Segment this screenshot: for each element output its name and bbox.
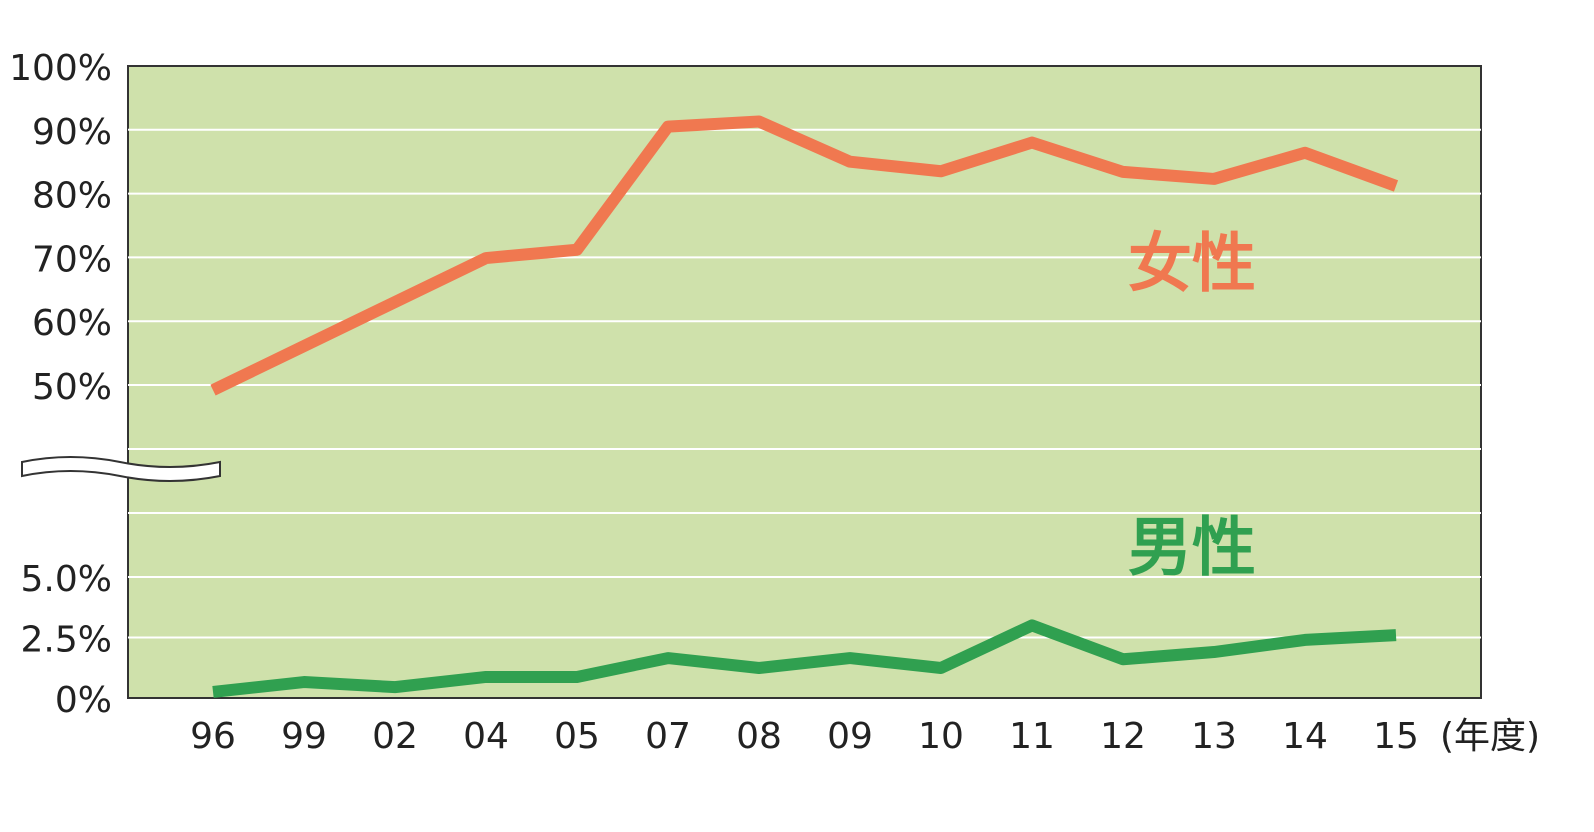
y-tick-label: 80% <box>32 176 112 217</box>
x-tick-label: 14 <box>1282 716 1328 757</box>
x-tick-label: 02 <box>372 716 418 757</box>
x-tick-label: 10 <box>918 716 964 757</box>
y-tick-label: 100% <box>9 48 112 89</box>
x-tick-label: 96 <box>190 716 236 757</box>
x-tick-label: 07 <box>645 716 691 757</box>
y-tick-label: 0% <box>55 680 112 721</box>
x-tick-label: 09 <box>827 716 873 757</box>
x-tick-label: 15 <box>1373 716 1419 757</box>
y-tick-label: 60% <box>32 303 112 344</box>
y-tick-label: 5.0% <box>21 559 112 600</box>
x-tick-label: 05 <box>554 716 600 757</box>
x-tick-label: 12 <box>1100 716 1146 757</box>
x-tick-label: 08 <box>736 716 782 757</box>
x-tick-label: 99 <box>281 716 327 757</box>
y-tick-label: 70% <box>32 239 112 280</box>
y-tick-label: 2.5% <box>21 620 112 661</box>
x-unit: (年度) <box>1440 716 1540 757</box>
series-line <box>212 619 1397 698</box>
series-label: 男性 <box>1128 512 1256 586</box>
series-line <box>210 115 1399 396</box>
x-tick-label: 04 <box>463 716 509 757</box>
x-tick-label: 13 <box>1191 716 1237 757</box>
axis-break <box>21 456 221 482</box>
y-tick-label: 90% <box>32 112 112 153</box>
x-tick-label: 11 <box>1009 716 1055 757</box>
y-tick-label: 50% <box>32 367 112 408</box>
series-label: 女性 <box>1128 228 1256 302</box>
